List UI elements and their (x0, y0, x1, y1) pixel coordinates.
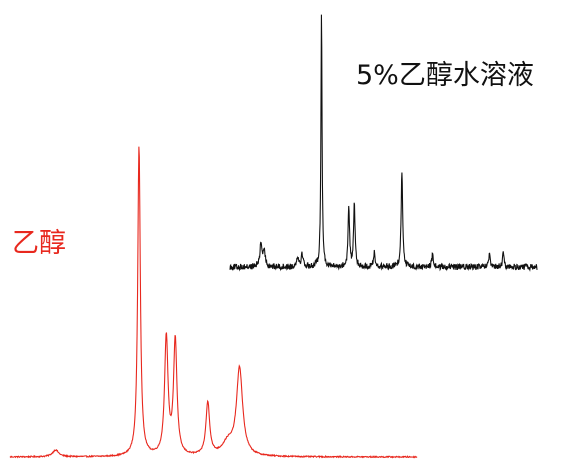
black-spectrum-group (229, 14, 538, 272)
peak-ethanol-water-9 (400, 169, 403, 172)
peak-ethanol-3 (165, 330, 168, 333)
peak-ethanol-water-6 (347, 203, 350, 206)
series-label-ethanol: 乙醇 (12, 228, 66, 259)
series-label-ethanol-water: 5%乙醇水溶液 (356, 60, 534, 91)
trace-ethanol-water (229, 14, 538, 272)
peak-ethanol-2 (138, 142, 141, 145)
red-spectrum-group (9, 142, 418, 459)
trace-ethanol (9, 146, 418, 459)
